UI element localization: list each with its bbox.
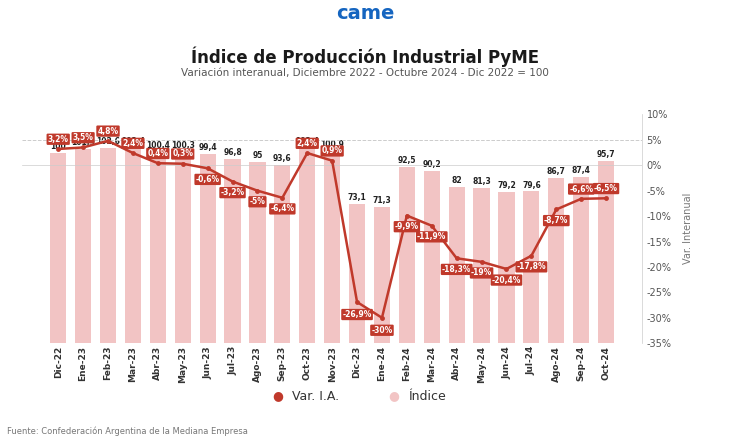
Text: 93,6: 93,6 bbox=[273, 154, 292, 163]
Bar bbox=[523, 191, 539, 343]
Text: -5%: -5% bbox=[250, 197, 266, 206]
Text: -11,9%: -11,9% bbox=[417, 232, 447, 242]
Text: ●: ● bbox=[272, 389, 283, 403]
Bar bbox=[100, 147, 116, 343]
Bar bbox=[274, 165, 291, 343]
Bar bbox=[349, 204, 365, 343]
Text: came: came bbox=[336, 4, 394, 23]
Text: 102,4: 102,4 bbox=[296, 137, 319, 146]
Bar bbox=[598, 161, 614, 343]
Text: -20,4%: -20,4% bbox=[492, 275, 521, 285]
Text: -26,9%: -26,9% bbox=[342, 310, 372, 319]
Text: 79,2: 79,2 bbox=[497, 181, 516, 190]
Text: 102,6: 102,6 bbox=[96, 137, 120, 146]
Text: Fuente: Confederación Argentina de la Mediana Empresa: Fuente: Confederación Argentina de la Me… bbox=[7, 426, 248, 436]
Bar bbox=[250, 162, 266, 343]
Bar bbox=[423, 171, 440, 343]
Text: -18,3%: -18,3% bbox=[442, 265, 472, 274]
Text: 100,9: 100,9 bbox=[320, 140, 344, 149]
Text: Variación interanual, Diciembre 2022 - Octubre 2024 - Dic 2022 = 100: Variación interanual, Diciembre 2022 - O… bbox=[181, 68, 549, 78]
Bar bbox=[499, 192, 515, 343]
Text: 100,3: 100,3 bbox=[171, 141, 195, 150]
Text: 2,4%: 2,4% bbox=[123, 139, 143, 148]
Bar bbox=[548, 178, 564, 343]
Text: -3,2%: -3,2% bbox=[220, 188, 245, 197]
Text: 81,3: 81,3 bbox=[472, 177, 491, 186]
Text: 79,6: 79,6 bbox=[522, 180, 541, 190]
Text: 90,2: 90,2 bbox=[423, 160, 441, 169]
Bar bbox=[299, 148, 315, 343]
Text: -8,7%: -8,7% bbox=[544, 216, 569, 225]
Text: 92,5: 92,5 bbox=[398, 156, 416, 165]
Text: 100: 100 bbox=[50, 142, 66, 150]
Bar bbox=[150, 152, 166, 343]
Text: 95,7: 95,7 bbox=[597, 150, 615, 159]
Text: -19%: -19% bbox=[471, 268, 492, 278]
Text: -6,5%: -6,5% bbox=[594, 184, 618, 193]
Bar bbox=[199, 154, 216, 343]
Text: -30%: -30% bbox=[372, 326, 393, 335]
Bar bbox=[474, 188, 490, 343]
Text: -6,6%: -6,6% bbox=[569, 184, 593, 194]
Bar bbox=[374, 207, 390, 343]
Text: 4,8%: 4,8% bbox=[97, 127, 118, 136]
Text: -6,4%: -6,4% bbox=[270, 205, 294, 213]
Text: 82: 82 bbox=[451, 176, 462, 185]
Text: 95: 95 bbox=[253, 151, 263, 160]
Text: 96,8: 96,8 bbox=[223, 148, 242, 157]
Text: 99,4: 99,4 bbox=[199, 143, 217, 152]
Text: 101,9: 101,9 bbox=[71, 138, 95, 147]
Text: 3,2%: 3,2% bbox=[47, 135, 69, 144]
Text: Índice: Índice bbox=[409, 389, 447, 403]
Bar bbox=[448, 187, 465, 343]
Text: 102,4: 102,4 bbox=[121, 137, 145, 146]
Bar bbox=[324, 151, 340, 343]
Text: -9,9%: -9,9% bbox=[395, 222, 419, 231]
Y-axis label: Var. Interanual: Var. Interanual bbox=[683, 193, 693, 264]
Text: 86,7: 86,7 bbox=[547, 167, 566, 176]
Bar bbox=[75, 149, 91, 343]
Text: 2,4%: 2,4% bbox=[297, 139, 318, 148]
Bar bbox=[125, 148, 141, 343]
Text: 0,4%: 0,4% bbox=[147, 149, 169, 158]
Text: 71,3: 71,3 bbox=[372, 196, 391, 205]
Text: -17,8%: -17,8% bbox=[517, 262, 546, 271]
Text: 0,9%: 0,9% bbox=[322, 147, 342, 155]
Text: 100,4: 100,4 bbox=[146, 141, 170, 150]
Text: 0,3%: 0,3% bbox=[172, 150, 193, 158]
Bar bbox=[50, 153, 66, 343]
Text: -0,6%: -0,6% bbox=[196, 175, 220, 184]
Text: Var. I.A.: Var. I.A. bbox=[292, 389, 339, 403]
Bar bbox=[174, 152, 191, 343]
Text: 3,5%: 3,5% bbox=[73, 133, 93, 142]
Text: ●: ● bbox=[389, 389, 399, 403]
Bar bbox=[399, 167, 415, 343]
Bar bbox=[224, 159, 241, 343]
Text: 87,4: 87,4 bbox=[572, 165, 591, 175]
Text: Índice de Producción Industrial PyME: Índice de Producción Industrial PyME bbox=[191, 46, 539, 67]
Bar bbox=[573, 176, 589, 343]
Text: 73,1: 73,1 bbox=[347, 193, 366, 202]
